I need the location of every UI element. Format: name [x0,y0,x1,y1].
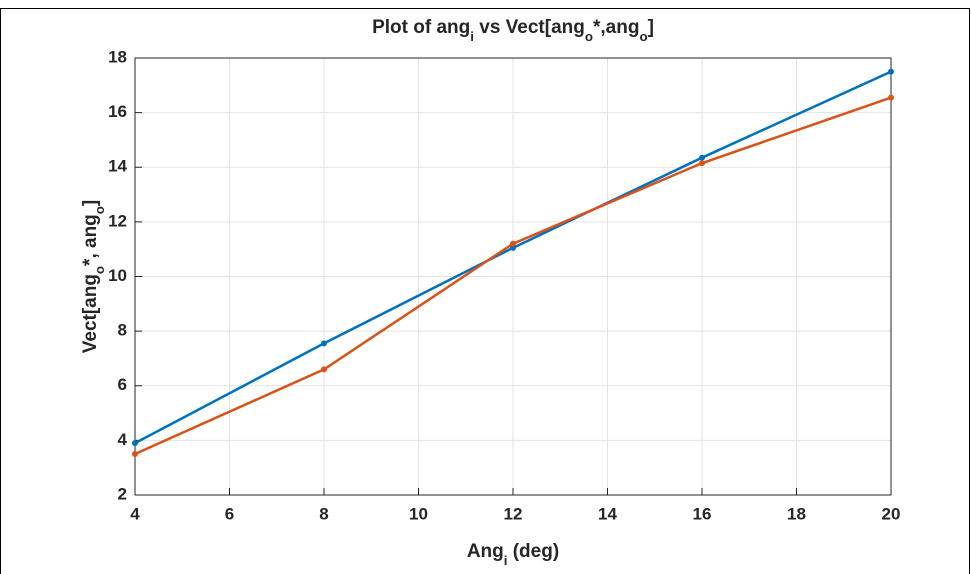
x-tick-label: 16 [693,504,712,523]
x-axis-label-part: (deg) [507,541,559,562]
point [321,366,327,373]
chart-title-part: vs Vect[ang [474,17,585,38]
x-tick-label: 20 [882,504,901,523]
chart-title-part: o [585,29,593,44]
y-tick-label: 8 [118,321,127,340]
chart-title-part: Plot of ang [372,17,470,38]
point [888,68,894,75]
y-tick-label: 14 [108,157,127,176]
y-tick-label: 4 [118,430,128,449]
point [321,340,327,347]
point [132,440,138,447]
x-tick-label: 18 [787,504,806,523]
point [699,160,705,167]
y-axis-label-part: ] [80,200,101,206]
x-tick-label: 10 [409,504,428,523]
x-tick-label: 8 [319,504,328,523]
chart-title-part: i [470,29,474,44]
y-tick-label: 16 [108,102,127,121]
point [510,240,516,247]
y-tick-label: 10 [108,266,127,285]
chart-title-part: *,ang [593,17,639,38]
point [132,451,138,458]
y-tick-label: 18 [108,47,127,66]
x-axis-label-part: i [504,553,508,568]
y-axis-label-part: Vect[ang [80,274,101,353]
x-tick-label: 4 [130,504,140,523]
y-axis-label: Vect[ango*, ango] [80,200,107,354]
x-tick-label: 12 [504,504,523,523]
chart-title-part: ] [648,17,654,38]
y-tick-label: 12 [108,211,127,230]
chart-title: Plot of angi vs Vect[ango*,ango] [372,17,654,44]
x-axis-label: Angi (deg) [467,541,559,568]
y-axis-label-part: o [92,206,107,214]
y-tick-label: 6 [118,375,127,394]
point [699,154,705,161]
y-axis-label-part: *, ang [80,214,101,266]
x-axis-label-part: Ang [467,541,504,562]
chart-title-part: o [639,29,647,44]
point [888,94,894,101]
y-axis-label-part: o [92,266,107,274]
x-tick-label: 14 [598,504,617,523]
axes-box [134,57,892,496]
y-tick-label: 2 [118,484,127,503]
x-tick-label: 6 [225,504,234,523]
